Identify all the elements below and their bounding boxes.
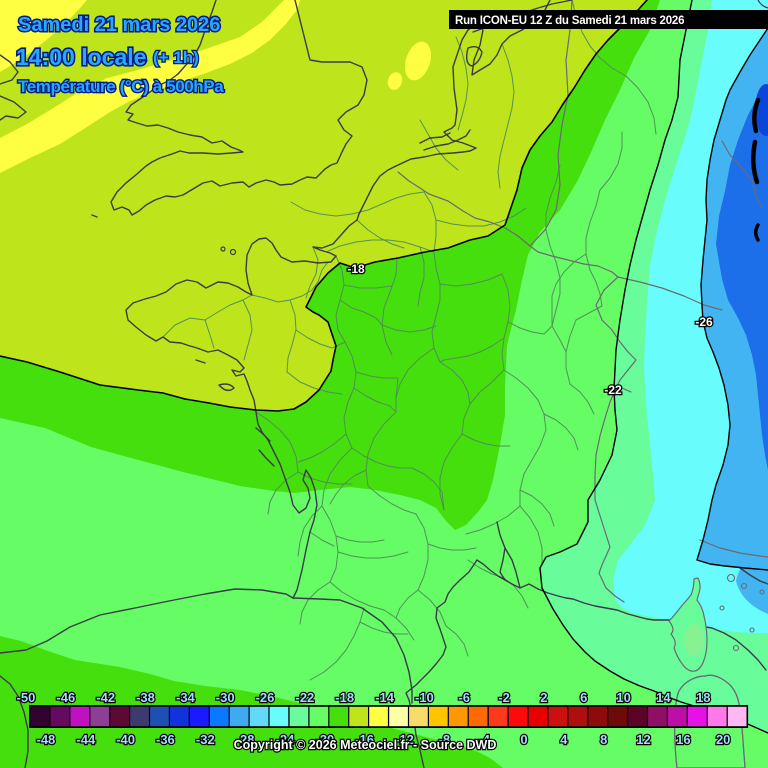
svg-text:-48: -48 <box>37 732 56 747</box>
svg-text:-8: -8 <box>439 732 451 747</box>
svg-text:-32: -32 <box>196 732 215 747</box>
svg-text:Run ICON-EU 12 Z du Samedi 21: Run ICON-EU 12 Z du Samedi 21 mars 2026 <box>455 15 684 27</box>
svg-text:-6: -6 <box>458 690 470 705</box>
svg-text:-14: -14 <box>375 690 395 705</box>
svg-text:-12: -12 <box>395 732 414 747</box>
svg-text:Copyright © 2026 Meteociel.fr: Copyright © 2026 Meteociel.fr - Source D… <box>234 738 497 752</box>
svg-text:-38: -38 <box>136 690 155 705</box>
svg-text:-44: -44 <box>76 732 96 747</box>
svg-text:8: 8 <box>600 732 607 747</box>
svg-text:-4: -4 <box>478 732 490 747</box>
svg-text:-2: -2 <box>498 690 510 705</box>
svg-text:14:00 locale: 14:00 locale <box>16 44 146 70</box>
svg-text:-28: -28 <box>236 732 255 747</box>
svg-text:10: 10 <box>616 690 630 705</box>
svg-text:Samedi 21 mars 2026: Samedi 21 mars 2026 <box>18 14 220 36</box>
svg-text:-22: -22 <box>604 383 622 397</box>
svg-text:-20: -20 <box>315 732 334 747</box>
svg-text:-24: -24 <box>276 732 296 747</box>
svg-text:2: 2 <box>540 690 547 705</box>
svg-text:-16: -16 <box>355 732 374 747</box>
svg-text:Température (°C) à 500hPa: Température (°C) à 500hPa <box>18 77 224 96</box>
svg-text:-42: -42 <box>96 690 115 705</box>
svg-text:16: 16 <box>676 732 690 747</box>
svg-text:-26: -26 <box>256 690 275 705</box>
svg-text:-40: -40 <box>116 732 135 747</box>
svg-text:-18: -18 <box>347 262 365 276</box>
svg-text:14: 14 <box>656 690 671 705</box>
svg-text:-36: -36 <box>156 732 175 747</box>
svg-text:0: 0 <box>520 732 527 747</box>
svg-text:4: 4 <box>560 732 568 747</box>
svg-text:-30: -30 <box>216 690 235 705</box>
svg-text:20: 20 <box>716 732 730 747</box>
svg-text:18: 18 <box>696 690 710 705</box>
svg-text:-50: -50 <box>17 690 36 705</box>
svg-text:-34: -34 <box>176 690 196 705</box>
svg-text:6: 6 <box>580 690 587 705</box>
svg-text:-22: -22 <box>296 690 315 705</box>
svg-text:-18: -18 <box>335 690 354 705</box>
svg-text:-26: -26 <box>695 315 713 329</box>
svg-text:(+ 1h): (+ 1h) <box>153 48 199 67</box>
svg-text:12: 12 <box>636 732 650 747</box>
svg-text:-10: -10 <box>415 690 434 705</box>
svg-text:-46: -46 <box>56 690 75 705</box>
